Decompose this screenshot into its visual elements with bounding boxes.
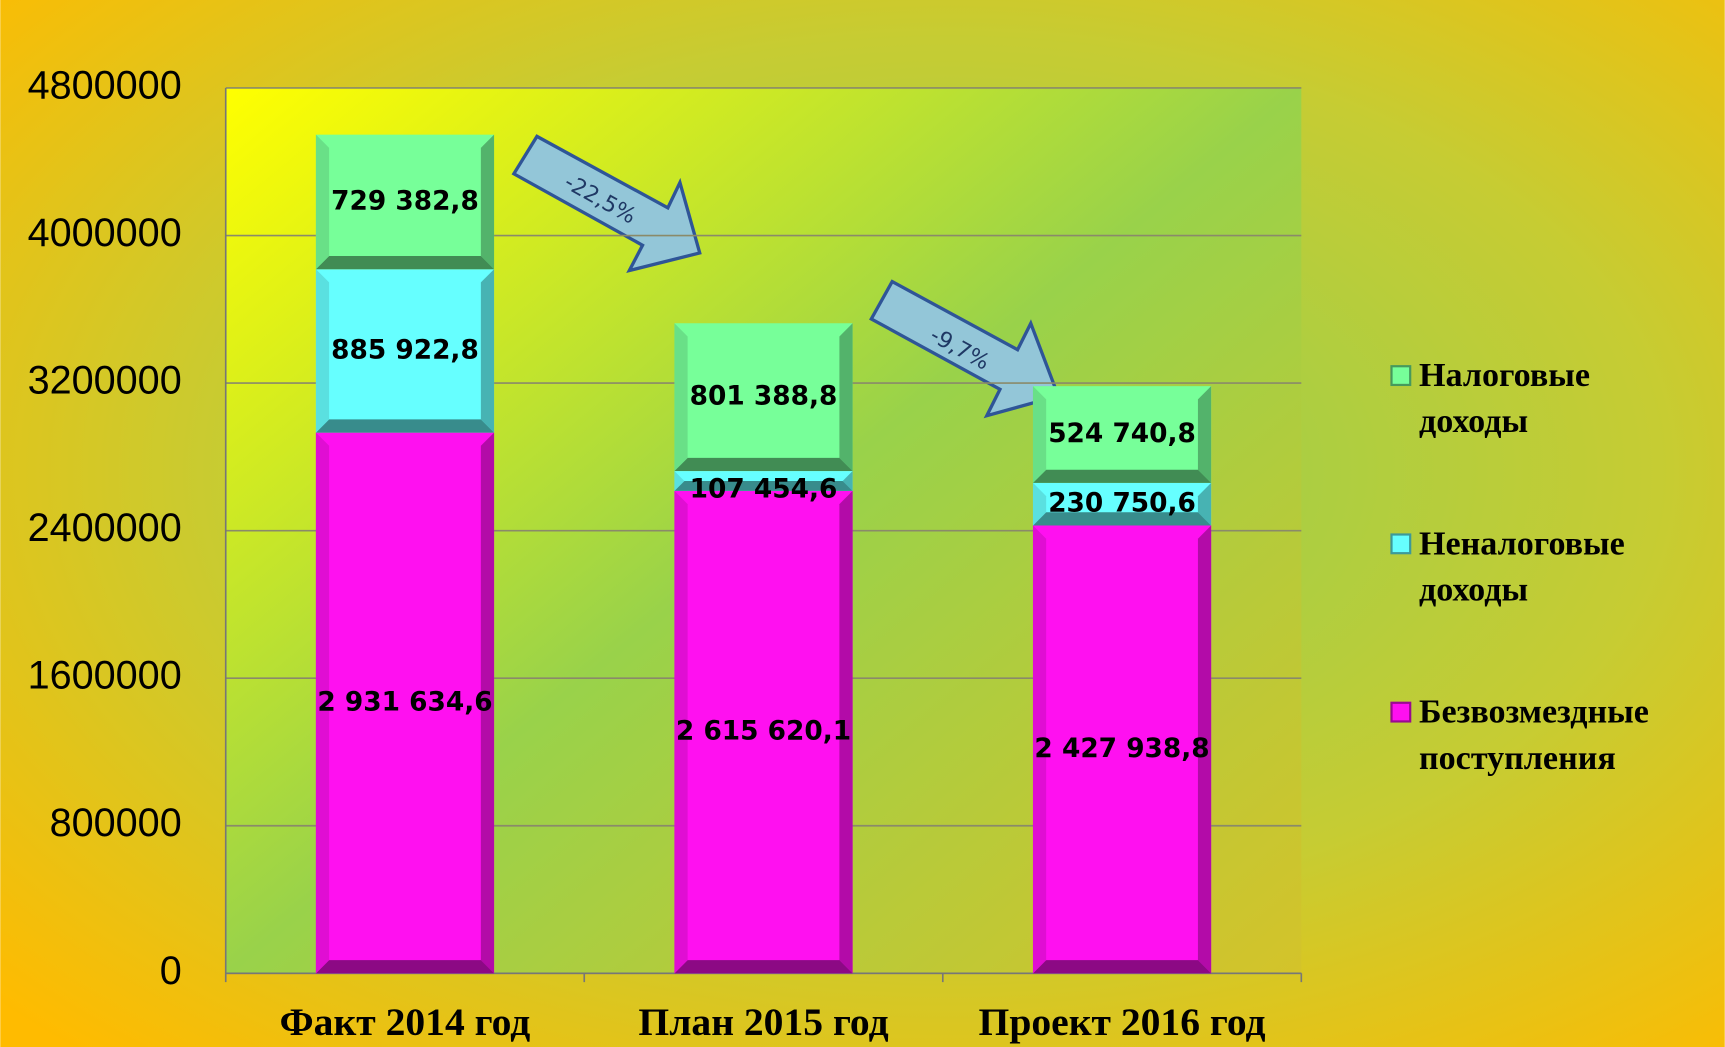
bevel xyxy=(1032,469,1212,483)
x-tick-label: План 2015 год xyxy=(638,1000,888,1044)
legend-entry: Безвозмездные поступления xyxy=(1418,691,1649,777)
bevel xyxy=(674,490,688,974)
y-tick-label: 2400000 xyxy=(28,506,182,550)
y-tick-label: 4800000 xyxy=(28,63,182,107)
arrow xyxy=(511,134,1061,419)
value-label: 2 427 938,8 xyxy=(1034,734,1209,764)
y-tick-label: 800000 xyxy=(50,801,182,845)
bevel xyxy=(315,432,330,974)
y-tick-label: 1600000 xyxy=(28,654,182,698)
bevel xyxy=(674,960,853,974)
bevel xyxy=(315,255,495,270)
value-label: 885 922,8 xyxy=(331,335,479,365)
bevel xyxy=(1032,525,1047,974)
legend-entry: Неналоговые доходы xyxy=(1418,523,1625,609)
legend-entry: Налоговые доходы xyxy=(1418,355,1591,440)
bevel xyxy=(674,480,853,491)
value-label: 801 388,8 xyxy=(690,382,838,412)
y-tick-label: 0 xyxy=(160,949,182,993)
y-tick-label: 4000000 xyxy=(28,211,182,255)
y-tick-label: 3200000 xyxy=(28,359,182,403)
value-label: 230 750,6 xyxy=(1048,489,1196,519)
legend-swatch xyxy=(1390,701,1412,723)
bevel xyxy=(480,134,495,270)
bevel xyxy=(1197,386,1212,483)
bevel xyxy=(674,471,685,491)
bevel xyxy=(1032,960,1212,974)
bevel xyxy=(315,960,495,974)
legend-label: Налоговые доходы xyxy=(1418,355,1591,440)
legend-label: Неналоговые доходы xyxy=(1418,523,1625,609)
bevel xyxy=(480,269,495,433)
x-tick-label: Факт 2014 год xyxy=(280,1000,531,1044)
bevel xyxy=(839,323,853,472)
value-label: 2 615 620,1 xyxy=(676,717,851,747)
bevel xyxy=(839,490,853,974)
bar-segment xyxy=(315,134,495,270)
x-tick-label: Проект 2016 год xyxy=(979,1000,1266,1044)
legend-swatch xyxy=(1390,365,1412,387)
bar-segment xyxy=(1032,386,1212,483)
bevel xyxy=(315,419,495,433)
bevel xyxy=(1197,525,1212,974)
bevel xyxy=(315,134,330,270)
value-label: 729 382,8 xyxy=(331,186,479,216)
bevel xyxy=(315,269,330,433)
bevel xyxy=(842,471,853,491)
bar-segment xyxy=(674,490,853,974)
bevel xyxy=(1197,482,1212,526)
bevel xyxy=(1032,512,1212,526)
value-label: 107 454,6 xyxy=(690,474,838,504)
bevel xyxy=(674,323,688,472)
value-label: 2 931 634,6 xyxy=(317,687,492,717)
bar-segment xyxy=(1032,525,1212,974)
bevel xyxy=(1032,386,1047,483)
bevel xyxy=(480,432,495,974)
bar-segment xyxy=(315,269,495,433)
legend-label: Безвозмездные поступления xyxy=(1418,691,1649,777)
bevel xyxy=(1032,482,1047,526)
bevel xyxy=(674,457,853,472)
value-label: 524 740,8 xyxy=(1048,419,1196,449)
bar-segment xyxy=(315,432,495,974)
bar-segment xyxy=(674,323,853,472)
legend-swatch xyxy=(1390,533,1412,555)
